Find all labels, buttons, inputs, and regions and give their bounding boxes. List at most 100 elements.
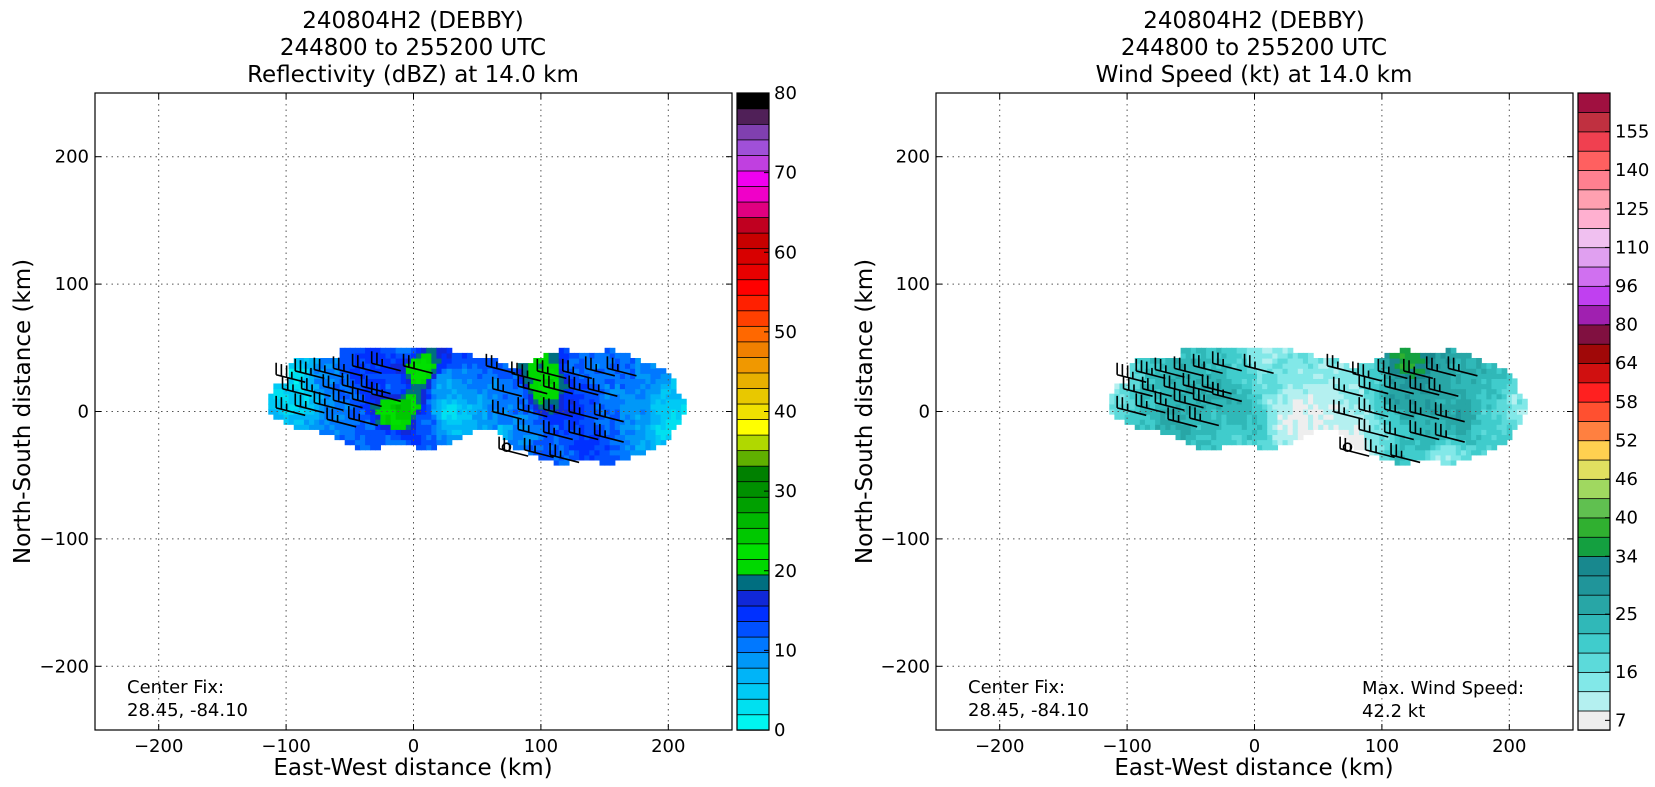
- data-cell: [385, 363, 392, 369]
- data-cell: [579, 444, 585, 451]
- data-cell: [451, 434, 458, 441]
- data-cell: [293, 388, 300, 395]
- y-tick-label: −100: [40, 529, 89, 550]
- data-cell: [497, 363, 504, 369]
- data-cell: [380, 403, 387, 410]
- data-cell: [1476, 373, 1482, 379]
- y-tick-label: −100: [881, 529, 930, 550]
- data-cell: [1358, 444, 1365, 451]
- data-cell: [1262, 352, 1268, 359]
- data-cell: [1481, 398, 1487, 405]
- data-cell: [1241, 388, 1248, 395]
- data-cell: [344, 434, 351, 441]
- data-cell: [655, 434, 662, 441]
- data-cell: [1435, 429, 1442, 436]
- data-cell: [1155, 403, 1161, 410]
- data-cell: [1200, 429, 1207, 436]
- data-cell: [1292, 398, 1299, 405]
- data-cell: [645, 414, 652, 420]
- data-cell: [645, 429, 652, 436]
- data-cell: [451, 424, 458, 430]
- data-cell: [1415, 444, 1421, 451]
- data-cell: [1272, 352, 1279, 359]
- data-cell: [334, 363, 341, 369]
- data-cell: [1481, 429, 1487, 436]
- data-cell: [410, 424, 417, 430]
- data-cell: [1150, 414, 1156, 420]
- data-cell: [630, 398, 636, 405]
- data-cell: [1160, 424, 1166, 430]
- data-cell: [405, 388, 412, 395]
- data-cell: [604, 383, 611, 390]
- data-cell: [670, 403, 677, 410]
- data-cell: [1430, 398, 1437, 405]
- data-cell: [553, 424, 560, 430]
- data-cell: [1277, 363, 1284, 369]
- data-cell: [1399, 398, 1406, 405]
- data-cell: [349, 403, 356, 410]
- colorbar-swatch: [736, 714, 770, 731]
- data-cell: [1308, 357, 1314, 364]
- data-cell: [426, 444, 432, 451]
- data-cell: [1226, 373, 1233, 379]
- data-cell: [400, 378, 407, 385]
- data-cell: [477, 383, 483, 390]
- data-cell: [517, 419, 524, 425]
- data-cell: [395, 352, 402, 359]
- data-cell: [1175, 357, 1182, 364]
- data-cell: [1481, 378, 1487, 385]
- data-cell: [1369, 393, 1375, 400]
- data-cell: [1450, 434, 1457, 441]
- data-cell: [1465, 414, 1472, 420]
- data-cell: [390, 373, 397, 379]
- data-cell: [1425, 439, 1431, 446]
- data-cell: [614, 444, 621, 451]
- data-cell: [375, 383, 381, 390]
- data-cell: [543, 449, 550, 456]
- data-cell: [1297, 434, 1304, 441]
- data-cell: [1231, 363, 1238, 369]
- data-cell: [1425, 424, 1431, 430]
- data-cell: [1221, 408, 1228, 415]
- data-cell: [1496, 398, 1503, 405]
- data-cell: [390, 368, 397, 374]
- data-cell: [650, 429, 657, 436]
- data-cell: [1200, 424, 1207, 430]
- data-cell: [451, 378, 458, 385]
- data-cell: [1353, 424, 1360, 430]
- data-cell: [456, 357, 463, 364]
- data-cell: [405, 439, 412, 446]
- data-cell: [268, 393, 274, 400]
- data-cell: [426, 424, 432, 430]
- data-cell: [1226, 383, 1233, 390]
- data-cell: [1180, 429, 1187, 436]
- data-cell: [1465, 383, 1472, 390]
- data-cell: [365, 424, 371, 430]
- data-cell: [431, 429, 438, 436]
- data-cell: [461, 403, 468, 410]
- data-cell: [339, 414, 346, 420]
- data-cell: [609, 444, 616, 451]
- data-cell: [528, 444, 534, 451]
- data-cell: [1404, 429, 1411, 436]
- data-cell: [1287, 388, 1294, 395]
- data-cell: [665, 383, 672, 390]
- data-cell: [523, 434, 529, 441]
- data-cell: [574, 378, 580, 385]
- data-cell: [1236, 373, 1243, 379]
- data-cell: [1465, 378, 1472, 385]
- data-cell: [482, 373, 488, 379]
- data-cell: [670, 388, 677, 395]
- colorbar-swatch: [736, 247, 770, 265]
- data-cell: [1129, 419, 1136, 425]
- data-cell: [635, 414, 641, 420]
- data-cell: [1491, 403, 1498, 410]
- colorbar-swatch: [736, 651, 770, 669]
- data-cell: [380, 408, 387, 415]
- data-cell: [523, 419, 529, 425]
- data-cell: [1231, 439, 1238, 446]
- data-cell: [410, 434, 417, 441]
- data-cell: [681, 403, 687, 410]
- data-cell: [1409, 424, 1416, 430]
